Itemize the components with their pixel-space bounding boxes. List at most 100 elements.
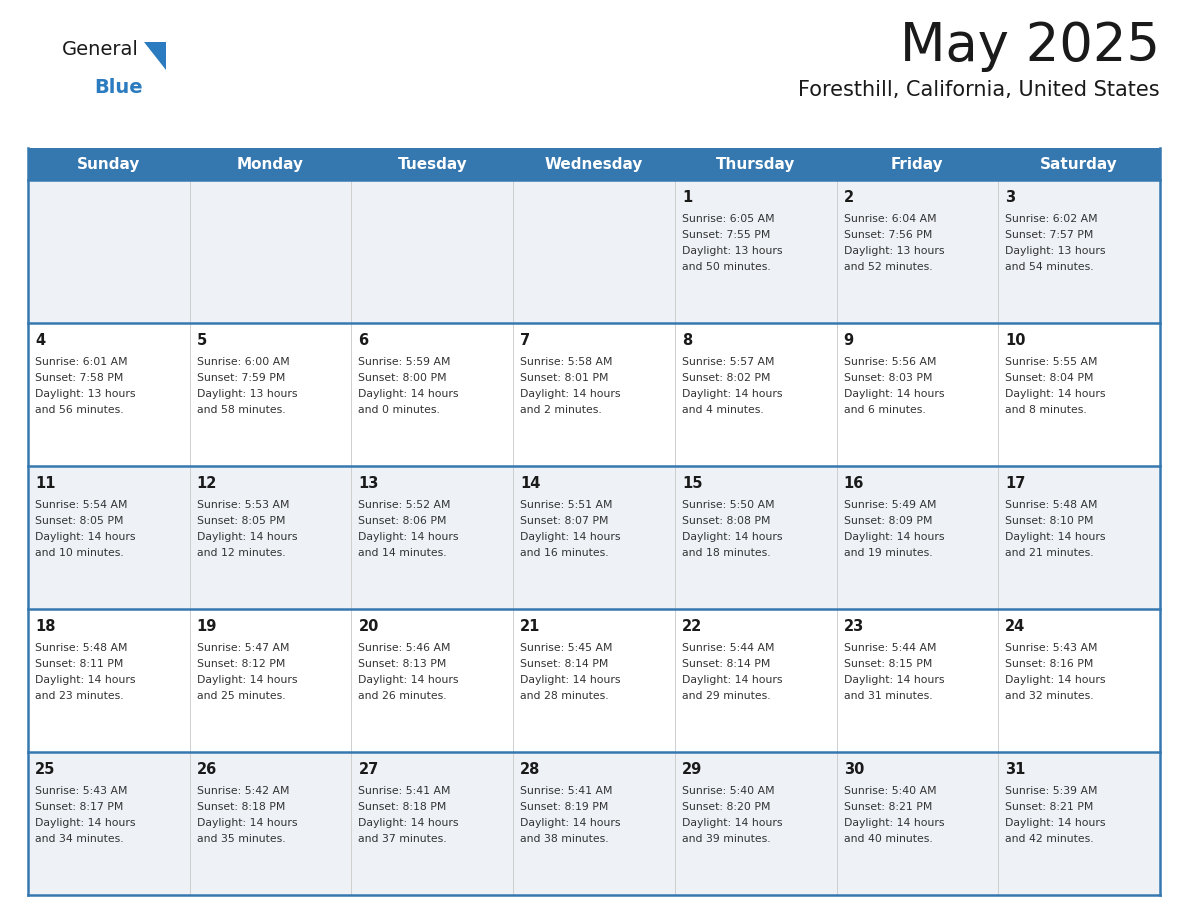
Text: Sunrise: 5:48 AM: Sunrise: 5:48 AM	[1005, 500, 1098, 510]
Text: Thursday: Thursday	[716, 156, 796, 172]
Text: and 32 minutes.: and 32 minutes.	[1005, 691, 1094, 701]
Text: Sunset: 8:12 PM: Sunset: 8:12 PM	[197, 659, 285, 669]
Text: and 29 minutes.: and 29 minutes.	[682, 691, 771, 701]
Text: Sunset: 8:01 PM: Sunset: 8:01 PM	[520, 373, 608, 383]
Text: Sunset: 7:59 PM: Sunset: 7:59 PM	[197, 373, 285, 383]
Text: 24: 24	[1005, 619, 1025, 634]
Text: 6: 6	[359, 333, 368, 348]
Text: Sunrise: 5:44 AM: Sunrise: 5:44 AM	[843, 643, 936, 653]
Text: Daylight: 14 hours: Daylight: 14 hours	[197, 532, 297, 542]
Text: Sunset: 8:14 PM: Sunset: 8:14 PM	[520, 659, 608, 669]
Text: Wednesday: Wednesday	[545, 156, 643, 172]
Text: Sunrise: 5:57 AM: Sunrise: 5:57 AM	[682, 357, 775, 367]
Text: and 40 minutes.: and 40 minutes.	[843, 834, 933, 844]
Text: and 50 minutes.: and 50 minutes.	[682, 262, 771, 272]
Polygon shape	[144, 42, 166, 70]
Text: Sunrise: 5:49 AM: Sunrise: 5:49 AM	[843, 500, 936, 510]
Text: Daylight: 13 hours: Daylight: 13 hours	[1005, 246, 1106, 256]
Text: Daylight: 14 hours: Daylight: 14 hours	[359, 389, 459, 399]
Text: Sunset: 8:18 PM: Sunset: 8:18 PM	[197, 802, 285, 812]
Text: Daylight: 14 hours: Daylight: 14 hours	[682, 675, 783, 685]
Text: May 2025: May 2025	[901, 20, 1159, 72]
Text: and 26 minutes.: and 26 minutes.	[359, 691, 447, 701]
Text: Sunset: 8:16 PM: Sunset: 8:16 PM	[1005, 659, 1094, 669]
Text: Sunset: 8:05 PM: Sunset: 8:05 PM	[34, 516, 124, 526]
Text: Daylight: 14 hours: Daylight: 14 hours	[1005, 818, 1106, 828]
Text: Daylight: 14 hours: Daylight: 14 hours	[843, 818, 944, 828]
Text: Sunset: 8:09 PM: Sunset: 8:09 PM	[843, 516, 933, 526]
Text: Sunday: Sunday	[77, 156, 140, 172]
Text: Sunrise: 6:04 AM: Sunrise: 6:04 AM	[843, 214, 936, 224]
Text: 12: 12	[197, 476, 217, 491]
Text: Daylight: 14 hours: Daylight: 14 hours	[520, 675, 620, 685]
Text: and 14 minutes.: and 14 minutes.	[359, 548, 447, 558]
Text: Sunset: 8:20 PM: Sunset: 8:20 PM	[682, 802, 770, 812]
Text: Sunset: 8:00 PM: Sunset: 8:00 PM	[359, 373, 447, 383]
Text: Sunset: 8:08 PM: Sunset: 8:08 PM	[682, 516, 770, 526]
Text: Sunset: 8:10 PM: Sunset: 8:10 PM	[1005, 516, 1094, 526]
Text: Sunrise: 5:43 AM: Sunrise: 5:43 AM	[1005, 643, 1098, 653]
Text: Sunset: 8:05 PM: Sunset: 8:05 PM	[197, 516, 285, 526]
Text: Sunset: 8:04 PM: Sunset: 8:04 PM	[1005, 373, 1094, 383]
Text: 2: 2	[843, 190, 854, 205]
Text: Daylight: 14 hours: Daylight: 14 hours	[1005, 532, 1106, 542]
Text: Sunrise: 5:41 AM: Sunrise: 5:41 AM	[520, 786, 613, 796]
Text: 17: 17	[1005, 476, 1025, 491]
Text: 8: 8	[682, 333, 693, 348]
Text: and 38 minutes.: and 38 minutes.	[520, 834, 608, 844]
Text: and 8 minutes.: and 8 minutes.	[1005, 405, 1087, 415]
Text: General: General	[62, 40, 139, 59]
Text: Sunrise: 5:40 AM: Sunrise: 5:40 AM	[682, 786, 775, 796]
Text: Foresthill, California, United States: Foresthill, California, United States	[798, 80, 1159, 100]
Text: 9: 9	[843, 333, 854, 348]
Text: Sunrise: 5:58 AM: Sunrise: 5:58 AM	[520, 357, 613, 367]
Text: Sunrise: 6:01 AM: Sunrise: 6:01 AM	[34, 357, 127, 367]
Text: and 21 minutes.: and 21 minutes.	[1005, 548, 1094, 558]
Text: Sunset: 7:57 PM: Sunset: 7:57 PM	[1005, 230, 1094, 240]
Text: Tuesday: Tuesday	[398, 156, 467, 172]
Text: Sunset: 7:58 PM: Sunset: 7:58 PM	[34, 373, 124, 383]
Text: Daylight: 14 hours: Daylight: 14 hours	[520, 532, 620, 542]
Text: Sunset: 8:19 PM: Sunset: 8:19 PM	[520, 802, 608, 812]
Text: 31: 31	[1005, 762, 1025, 777]
Text: Sunrise: 5:40 AM: Sunrise: 5:40 AM	[843, 786, 936, 796]
Text: Sunrise: 5:44 AM: Sunrise: 5:44 AM	[682, 643, 775, 653]
Text: Daylight: 14 hours: Daylight: 14 hours	[197, 675, 297, 685]
Text: Sunrise: 5:45 AM: Sunrise: 5:45 AM	[520, 643, 613, 653]
Text: Sunrise: 6:05 AM: Sunrise: 6:05 AM	[682, 214, 775, 224]
Text: Daylight: 13 hours: Daylight: 13 hours	[34, 389, 135, 399]
Text: Daylight: 13 hours: Daylight: 13 hours	[843, 246, 944, 256]
Text: Sunrise: 6:00 AM: Sunrise: 6:00 AM	[197, 357, 290, 367]
Text: Monday: Monday	[238, 156, 304, 172]
Text: and 39 minutes.: and 39 minutes.	[682, 834, 771, 844]
Text: 30: 30	[843, 762, 864, 777]
Text: and 35 minutes.: and 35 minutes.	[197, 834, 285, 844]
Bar	[29, 466, 1159, 609]
Text: Sunset: 8:21 PM: Sunset: 8:21 PM	[1005, 802, 1094, 812]
Text: Daylight: 14 hours: Daylight: 14 hours	[1005, 675, 1106, 685]
Text: 28: 28	[520, 762, 541, 777]
Text: and 56 minutes.: and 56 minutes.	[34, 405, 124, 415]
Text: and 52 minutes.: and 52 minutes.	[843, 262, 933, 272]
Text: Sunset: 8:03 PM: Sunset: 8:03 PM	[843, 373, 933, 383]
Text: 5: 5	[197, 333, 207, 348]
Text: and 58 minutes.: and 58 minutes.	[197, 405, 285, 415]
Text: Sunrise: 5:48 AM: Sunrise: 5:48 AM	[34, 643, 127, 653]
Text: 3: 3	[1005, 190, 1016, 205]
Text: Sunset: 8:14 PM: Sunset: 8:14 PM	[682, 659, 770, 669]
Text: Saturday: Saturday	[1041, 156, 1118, 172]
Text: and 18 minutes.: and 18 minutes.	[682, 548, 771, 558]
Text: 20: 20	[359, 619, 379, 634]
Text: Daylight: 14 hours: Daylight: 14 hours	[359, 818, 459, 828]
Bar	[29, 180, 1159, 323]
Text: Daylight: 14 hours: Daylight: 14 hours	[359, 675, 459, 685]
Text: 23: 23	[843, 619, 864, 634]
Text: 1: 1	[682, 190, 693, 205]
Text: 7: 7	[520, 333, 530, 348]
Text: Sunset: 8:18 PM: Sunset: 8:18 PM	[359, 802, 447, 812]
Text: 15: 15	[682, 476, 702, 491]
Text: Sunset: 8:13 PM: Sunset: 8:13 PM	[359, 659, 447, 669]
Text: and 2 minutes.: and 2 minutes.	[520, 405, 602, 415]
Bar	[29, 148, 1159, 180]
Text: 13: 13	[359, 476, 379, 491]
